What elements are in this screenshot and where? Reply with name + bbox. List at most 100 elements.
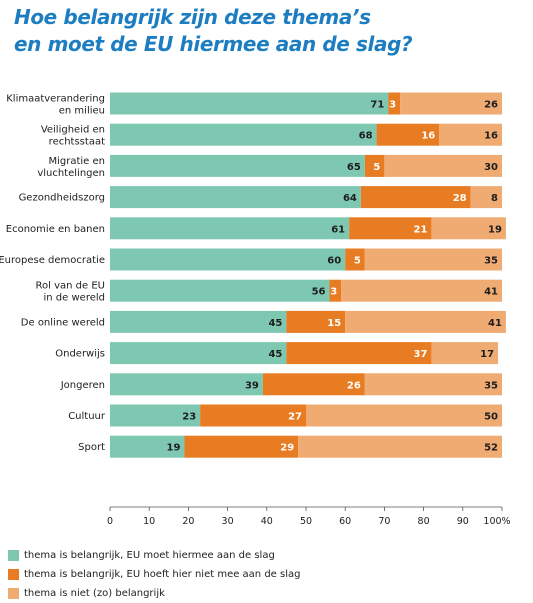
x-tick-label: 50 — [300, 516, 312, 527]
category-label: Onderwijs — [55, 349, 105, 360]
data-label: 60 — [327, 256, 341, 267]
x-tick-label: 60 — [339, 516, 351, 527]
category-label: Europese democratie — [0, 255, 105, 266]
category-label: De online wereld — [21, 317, 105, 328]
legend-item-3: thema is niet (zo) belangrijk — [8, 584, 300, 603]
data-label: 3 — [389, 100, 396, 111]
data-label: 64 — [343, 193, 357, 204]
category-label: Veiligheid en rechtsstaat — [41, 125, 105, 148]
data-label: 5 — [354, 256, 361, 267]
bar-segment-1 — [110, 248, 346, 271]
x-tick-label: 80 — [418, 516, 430, 527]
chart-title: Hoe belangrijk zijn deze thema’s en moet… — [14, 4, 413, 58]
data-label: 29 — [280, 443, 294, 454]
bar-segment-3 — [400, 92, 502, 115]
bar-segment-2 — [200, 404, 306, 427]
data-label: 61 — [331, 224, 345, 235]
data-label: 19 — [488, 224, 502, 235]
legend-item-2: thema is belangrijk, EU hoeft hier niet … — [8, 565, 300, 584]
bar-segment-3 — [341, 279, 502, 302]
data-label: 45 — [268, 318, 282, 329]
x-tick-label: 0 — [107, 516, 113, 527]
x-tick-label: 70 — [378, 516, 390, 527]
legend-item-1: thema is belangrijk, EU moet hiermee aan… — [8, 546, 300, 565]
bar-segment-3 — [306, 404, 502, 427]
data-label: 68 — [359, 131, 373, 142]
data-label: 16 — [484, 131, 498, 142]
bar-segment-1 — [110, 404, 201, 427]
x-tick-label: 20 — [182, 516, 194, 527]
bar-segment-1 — [110, 435, 185, 458]
bar-segment-3 — [439, 123, 502, 146]
data-label: 35 — [484, 380, 498, 391]
bar-segment-2 — [184, 435, 299, 458]
data-label: 71 — [370, 100, 384, 111]
data-label: 23 — [182, 412, 196, 423]
data-label: 41 — [488, 318, 502, 329]
bar-segment-2 — [329, 279, 342, 302]
data-label: 17 — [480, 349, 494, 360]
bar-segment-2 — [349, 217, 432, 240]
category-label: Economie en banen — [6, 224, 105, 235]
data-label: 5 — [373, 162, 380, 173]
bar-segment-3 — [384, 154, 502, 177]
data-label: 28 — [453, 193, 467, 204]
bar-segment-1 — [110, 217, 350, 240]
bar-segment-2 — [286, 310, 346, 333]
data-label: 56 — [312, 287, 326, 298]
bar-segment-3 — [431, 342, 499, 365]
data-label: 19 — [167, 443, 181, 454]
data-label: 26 — [484, 100, 498, 111]
data-label: 8 — [491, 193, 498, 204]
bar-segment-3 — [364, 248, 502, 271]
x-tick-label: 40 — [261, 516, 273, 527]
legend-label-1: thema is belangrijk, EU moet hiermee aan… — [24, 550, 275, 561]
category-label: Jongeren — [60, 380, 105, 391]
bar-segment-3 — [431, 217, 506, 240]
category-label: Cultuur — [68, 411, 106, 422]
data-label: 27 — [288, 412, 302, 423]
legend-label-3: thema is niet (zo) belangrijk — [24, 588, 165, 599]
bar-segment-2 — [364, 154, 385, 177]
bar-segment-1 — [110, 123, 377, 146]
x-tick-label: 90 — [457, 516, 469, 527]
bar-segment-1 — [110, 154, 365, 177]
x-tick-label: 100% — [483, 516, 510, 527]
stacked-bar-chart: Klimaatverandering en milieu 71 3 26 Veilighe… — [0, 92, 511, 527]
data-label: 39 — [245, 380, 259, 391]
bar-segment-2 — [262, 373, 365, 396]
data-label: 52 — [484, 443, 498, 454]
bar-segment-1 — [110, 92, 389, 115]
data-label: 26 — [347, 380, 361, 391]
data-label: 16 — [421, 131, 435, 142]
title-line-1: Hoe belangrijk zijn deze thema’s — [14, 5, 371, 29]
bar-segment-1 — [110, 310, 287, 333]
bar-segment-2 — [360, 186, 471, 209]
bar-segment-3 — [470, 186, 502, 209]
data-label: 15 — [327, 318, 341, 329]
data-label: 3 — [330, 287, 337, 298]
category-label: Gezondheidszorg — [19, 193, 105, 204]
legend: thema is belangrijk, EU moet hiermee aan… — [8, 546, 300, 603]
bar-segment-2 — [376, 123, 440, 146]
x-tick-label: 30 — [222, 516, 234, 527]
data-label: 65 — [347, 162, 361, 173]
title-line-2: en moet de EU hiermee aan de slag? — [14, 32, 413, 56]
bar-segment-2 — [345, 248, 365, 271]
bar-segment-1 — [110, 279, 330, 302]
bar-segment-1 — [110, 373, 263, 396]
bar-segment-3 — [364, 373, 502, 396]
legend-swatch-2 — [8, 569, 19, 580]
category-label: Klimaatverandering en milieu — [6, 94, 105, 117]
bar-segment-2 — [388, 92, 401, 115]
category-label: Migratie en vluchtelingen — [37, 156, 105, 179]
category-label: Sport — [78, 442, 105, 453]
legend-swatch-1 — [8, 550, 19, 561]
bar-segment-3 — [345, 310, 506, 333]
bar-segment-2 — [286, 342, 432, 365]
data-label: 45 — [268, 349, 282, 360]
bar-segment-3 — [298, 435, 502, 458]
bar-segment-1 — [110, 186, 361, 209]
data-label: 41 — [484, 287, 498, 298]
legend-swatch-3 — [8, 588, 19, 599]
